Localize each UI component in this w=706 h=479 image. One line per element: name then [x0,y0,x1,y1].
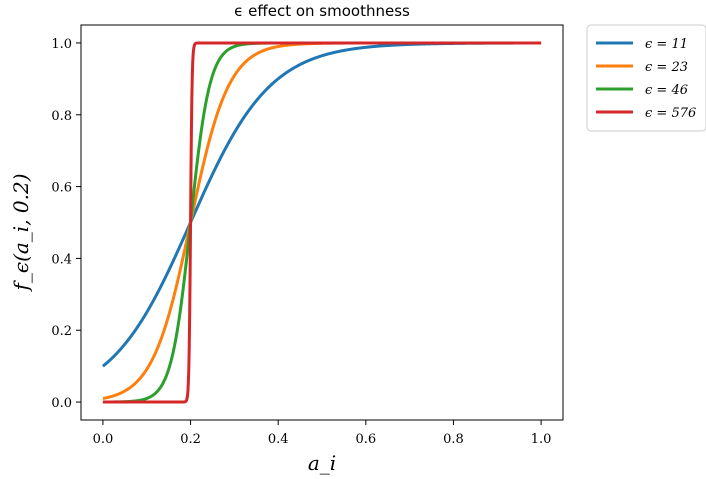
x-tick-label: 0.6 [355,432,376,447]
y-tick-label: 1.0 [51,37,72,52]
series-line-2 [101,41,543,400]
x-tick-label: 1.0 [531,432,552,447]
x-tick-label: 0.4 [268,432,289,447]
chart-title: ϵ effect on smoothness [234,2,410,20]
x-tick-label: 0.0 [93,432,114,447]
y-axis-label: f_ϵ(a_i, 0.2) [9,173,33,292]
y-tick-label: 0.6 [51,181,72,196]
x-axis: 0.0 0.2 0.4 0.6 0.8 1.0 [93,420,552,447]
y-tick-label: 0.8 [51,109,72,124]
legend-label-3: ϵ = 46 [645,83,688,98]
legend-label-1: ϵ = 11 [645,37,688,52]
x-tick-label: 0.8 [443,432,464,447]
y-tick-label: 0.4 [51,252,72,267]
legend-label-2: ϵ = 23 [645,60,688,75]
x-tick-label: 0.2 [180,432,201,447]
plot-frame [80,24,564,421]
x-axis-label: a_i [308,451,336,475]
legend-box [586,24,706,132]
legend-label-4: ϵ = 576 [645,106,696,121]
y-tick-label: 0.2 [51,324,72,339]
series-line-3 [101,41,543,404]
y-axis: 0.0 0.2 0.4 0.6 0.8 1.0 [51,37,81,411]
series-line-4 [101,41,543,404]
series-layer [101,41,543,404]
legend: ϵ = 11 ϵ = 23 ϵ = 46 ϵ = 576 [586,24,706,132]
y-tick-label: 0.0 [51,396,72,411]
